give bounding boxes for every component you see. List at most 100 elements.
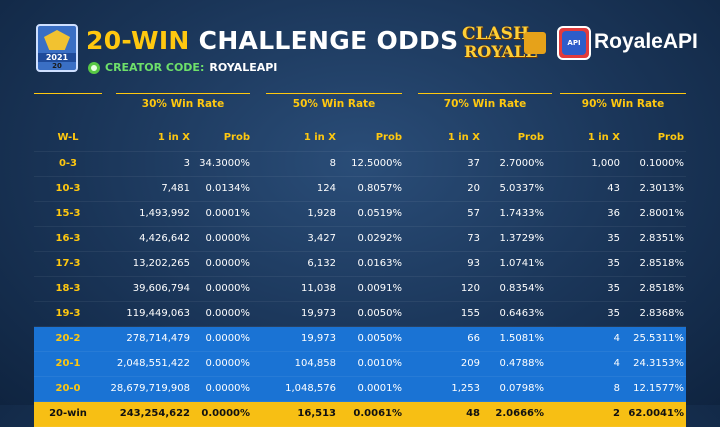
cell-1inx-70: 37 — [467, 158, 480, 169]
cell-1inx-90: 35 — [607, 283, 620, 294]
cell-1inx-70: 93 — [467, 258, 480, 269]
title-rest: CHALLENGE ODDS — [198, 26, 459, 55]
group-label-90: 90% Win Rate — [581, 98, 665, 110]
cell-prob-70: 0.6463% — [499, 308, 545, 319]
cell-1inx-50: 19,973 — [301, 308, 336, 319]
cell-1inx-30: 278,714,479 — [126, 333, 190, 344]
cell-prob-70: 5.0337% — [499, 183, 545, 194]
cell-1inx-90: 35 — [607, 308, 620, 319]
col-header-1inx: 1 in X — [157, 132, 190, 143]
cell-wl: 20-1 — [55, 358, 81, 369]
cell-prob-50: 0.0292% — [357, 233, 403, 244]
col-header-1inx: 1 in X — [447, 132, 480, 143]
cell-prob-30: 0.0134% — [205, 183, 251, 194]
cell-prob-50: 0.0519% — [357, 208, 403, 219]
cell-1inx-50: 8 — [329, 158, 336, 169]
table-group-header: 30% Win Rate 50% Win Rate 70% Win Rate 9… — [34, 93, 686, 125]
cell-1inx-30: 2,048,551,422 — [116, 358, 190, 369]
group-divider — [34, 93, 102, 94]
cell-prob-70: 2.7000% — [499, 158, 545, 169]
cell-prob-30: 34.3000% — [199, 158, 250, 169]
cell-prob-90: 2.8368% — [639, 308, 685, 319]
badge-year: 2021 — [38, 53, 76, 62]
cell-prob-90: 2.8351% — [639, 233, 685, 244]
cell-prob-70: 1.7433% — [499, 208, 545, 219]
cell-prob-90: 62.0041% — [628, 408, 684, 419]
cell-1inx-50: 104,858 — [294, 358, 336, 369]
cell-1inx-70: 120 — [460, 283, 480, 294]
cell-wl: 16-3 — [55, 233, 81, 244]
cell-1inx-30: 243,254,622 — [119, 408, 190, 419]
cell-wl: 15-3 — [55, 208, 81, 219]
col-header-prob: Prob — [223, 132, 250, 143]
cell-1inx-90: 8 — [613, 383, 620, 394]
cell-prob-70: 0.4788% — [499, 358, 545, 369]
cell-prob-90: 2.3013% — [639, 183, 685, 194]
cell-prob-90: 2.8001% — [639, 208, 685, 219]
group-divider — [560, 93, 686, 94]
cell-1inx-50: 19,973 — [301, 333, 336, 344]
cell-1inx-30: 28,679,719,908 — [110, 383, 190, 394]
creator-code: CREATOR CODE: ROYALEAPI — [88, 61, 277, 74]
challenge-badge-icon: 2021 20 — [36, 24, 78, 72]
cell-1inx-30: 13,202,265 — [132, 258, 190, 269]
cell-1inx-30: 4,426,642 — [139, 233, 190, 244]
clash-royale-logo: CLASH ROYALE — [462, 24, 548, 62]
table-column-header: W-L 1 in X Prob 1 in X Prob 1 in X Prob … — [34, 125, 686, 152]
cell-wl: 0-3 — [58, 158, 78, 169]
cell-1inx-70: 73 — [467, 233, 480, 244]
col-header-prob: Prob — [375, 132, 402, 143]
table-row: 19-3 119,449,063 0.0000% 19,973 0.0050% 155 0.… — [34, 302, 686, 327]
page-title: 20-WIN CHALLENGE ODDS — [86, 26, 458, 56]
cell-prob-50: 0.8057% — [357, 183, 403, 194]
clash-logo-line2: ROYALE — [464, 42, 538, 61]
badge-number: 20 — [52, 62, 62, 70]
cell-wl: 18-3 — [55, 283, 81, 294]
cell-prob-50: 0.0050% — [357, 333, 403, 344]
odds-table: 30% Win Rate 50% Win Rate 70% Win Rate 9… — [34, 93, 686, 427]
cell-prob-90: 0.1000% — [639, 158, 685, 169]
cell-prob-30: 0.0000% — [205, 333, 251, 344]
clash-logo-line1: CLASH — [462, 24, 530, 44]
col-header-1inx: 1 in X — [303, 132, 336, 143]
table-row: 20-2 278,714,479 0.0000% 19,973 0.0050% 66 1.5… — [34, 327, 686, 352]
cell-1inx-30: 7,481 — [161, 183, 190, 194]
cell-prob-70: 0.0798% — [499, 383, 545, 394]
cell-1inx-50: 16,513 — [297, 408, 336, 419]
royaleapi-badge-text: API — [562, 31, 586, 55]
cell-wl: 19-3 — [55, 308, 81, 319]
cell-prob-70: 1.3729% — [499, 233, 545, 244]
cell-1inx-90: 2 — [613, 408, 620, 419]
cell-1inx-70: 1,253 — [451, 383, 480, 394]
cell-prob-90: 24.3153% — [633, 358, 684, 369]
cell-1inx-90: 36 — [607, 208, 620, 219]
creator-code-value: ROYALEAPI — [209, 61, 278, 74]
cell-prob-90: 2.8518% — [639, 258, 685, 269]
group-divider — [116, 93, 250, 94]
col-header-1inx: 1 in X — [587, 132, 620, 143]
cell-prob-30: 0.0000% — [205, 258, 251, 269]
cell-1inx-70: 48 — [466, 408, 480, 419]
cell-prob-50: 12.5000% — [351, 158, 402, 169]
table-row: 0-3 3 34.3000% 8 12.5000% 37 2.7000% 1,000 0.100… — [34, 152, 686, 177]
cell-1inx-90: 35 — [607, 233, 620, 244]
creator-code-label: CREATOR CODE: — [105, 61, 205, 74]
cell-prob-30: 0.0000% — [205, 383, 251, 394]
cell-prob-50: 0.0001% — [357, 383, 403, 394]
cell-1inx-50: 124 — [316, 183, 336, 194]
cell-1inx-30: 39,606,794 — [132, 283, 190, 294]
cell-1inx-50: 11,038 — [301, 283, 336, 294]
group-label-30: 30% Win Rate — [141, 98, 225, 110]
table-row: 20-win 243,254,622 0.0000% 16,513 0.0061% 48 2… — [34, 402, 686, 427]
cell-prob-90: 12.1577% — [633, 383, 684, 394]
king-crown-icon — [524, 32, 546, 54]
cell-prob-50: 0.0010% — [357, 358, 403, 369]
cell-prob-70: 1.5081% — [499, 333, 545, 344]
header: 2021 20 20-WIN CHALLENGE ODDS CREATOR CO… — [0, 0, 720, 88]
col-header-prob: Prob — [657, 132, 684, 143]
royaleapi-logo-text: RoyaleAPI — [594, 30, 698, 53]
cell-wl: 10-3 — [55, 183, 81, 194]
table-row: 18-3 39,606,794 0.0000% 11,038 0.0091% 120 0.8… — [34, 277, 686, 302]
royaleapi-logo-icon: API — [557, 26, 591, 60]
group-label-50: 50% Win Rate — [292, 98, 376, 110]
